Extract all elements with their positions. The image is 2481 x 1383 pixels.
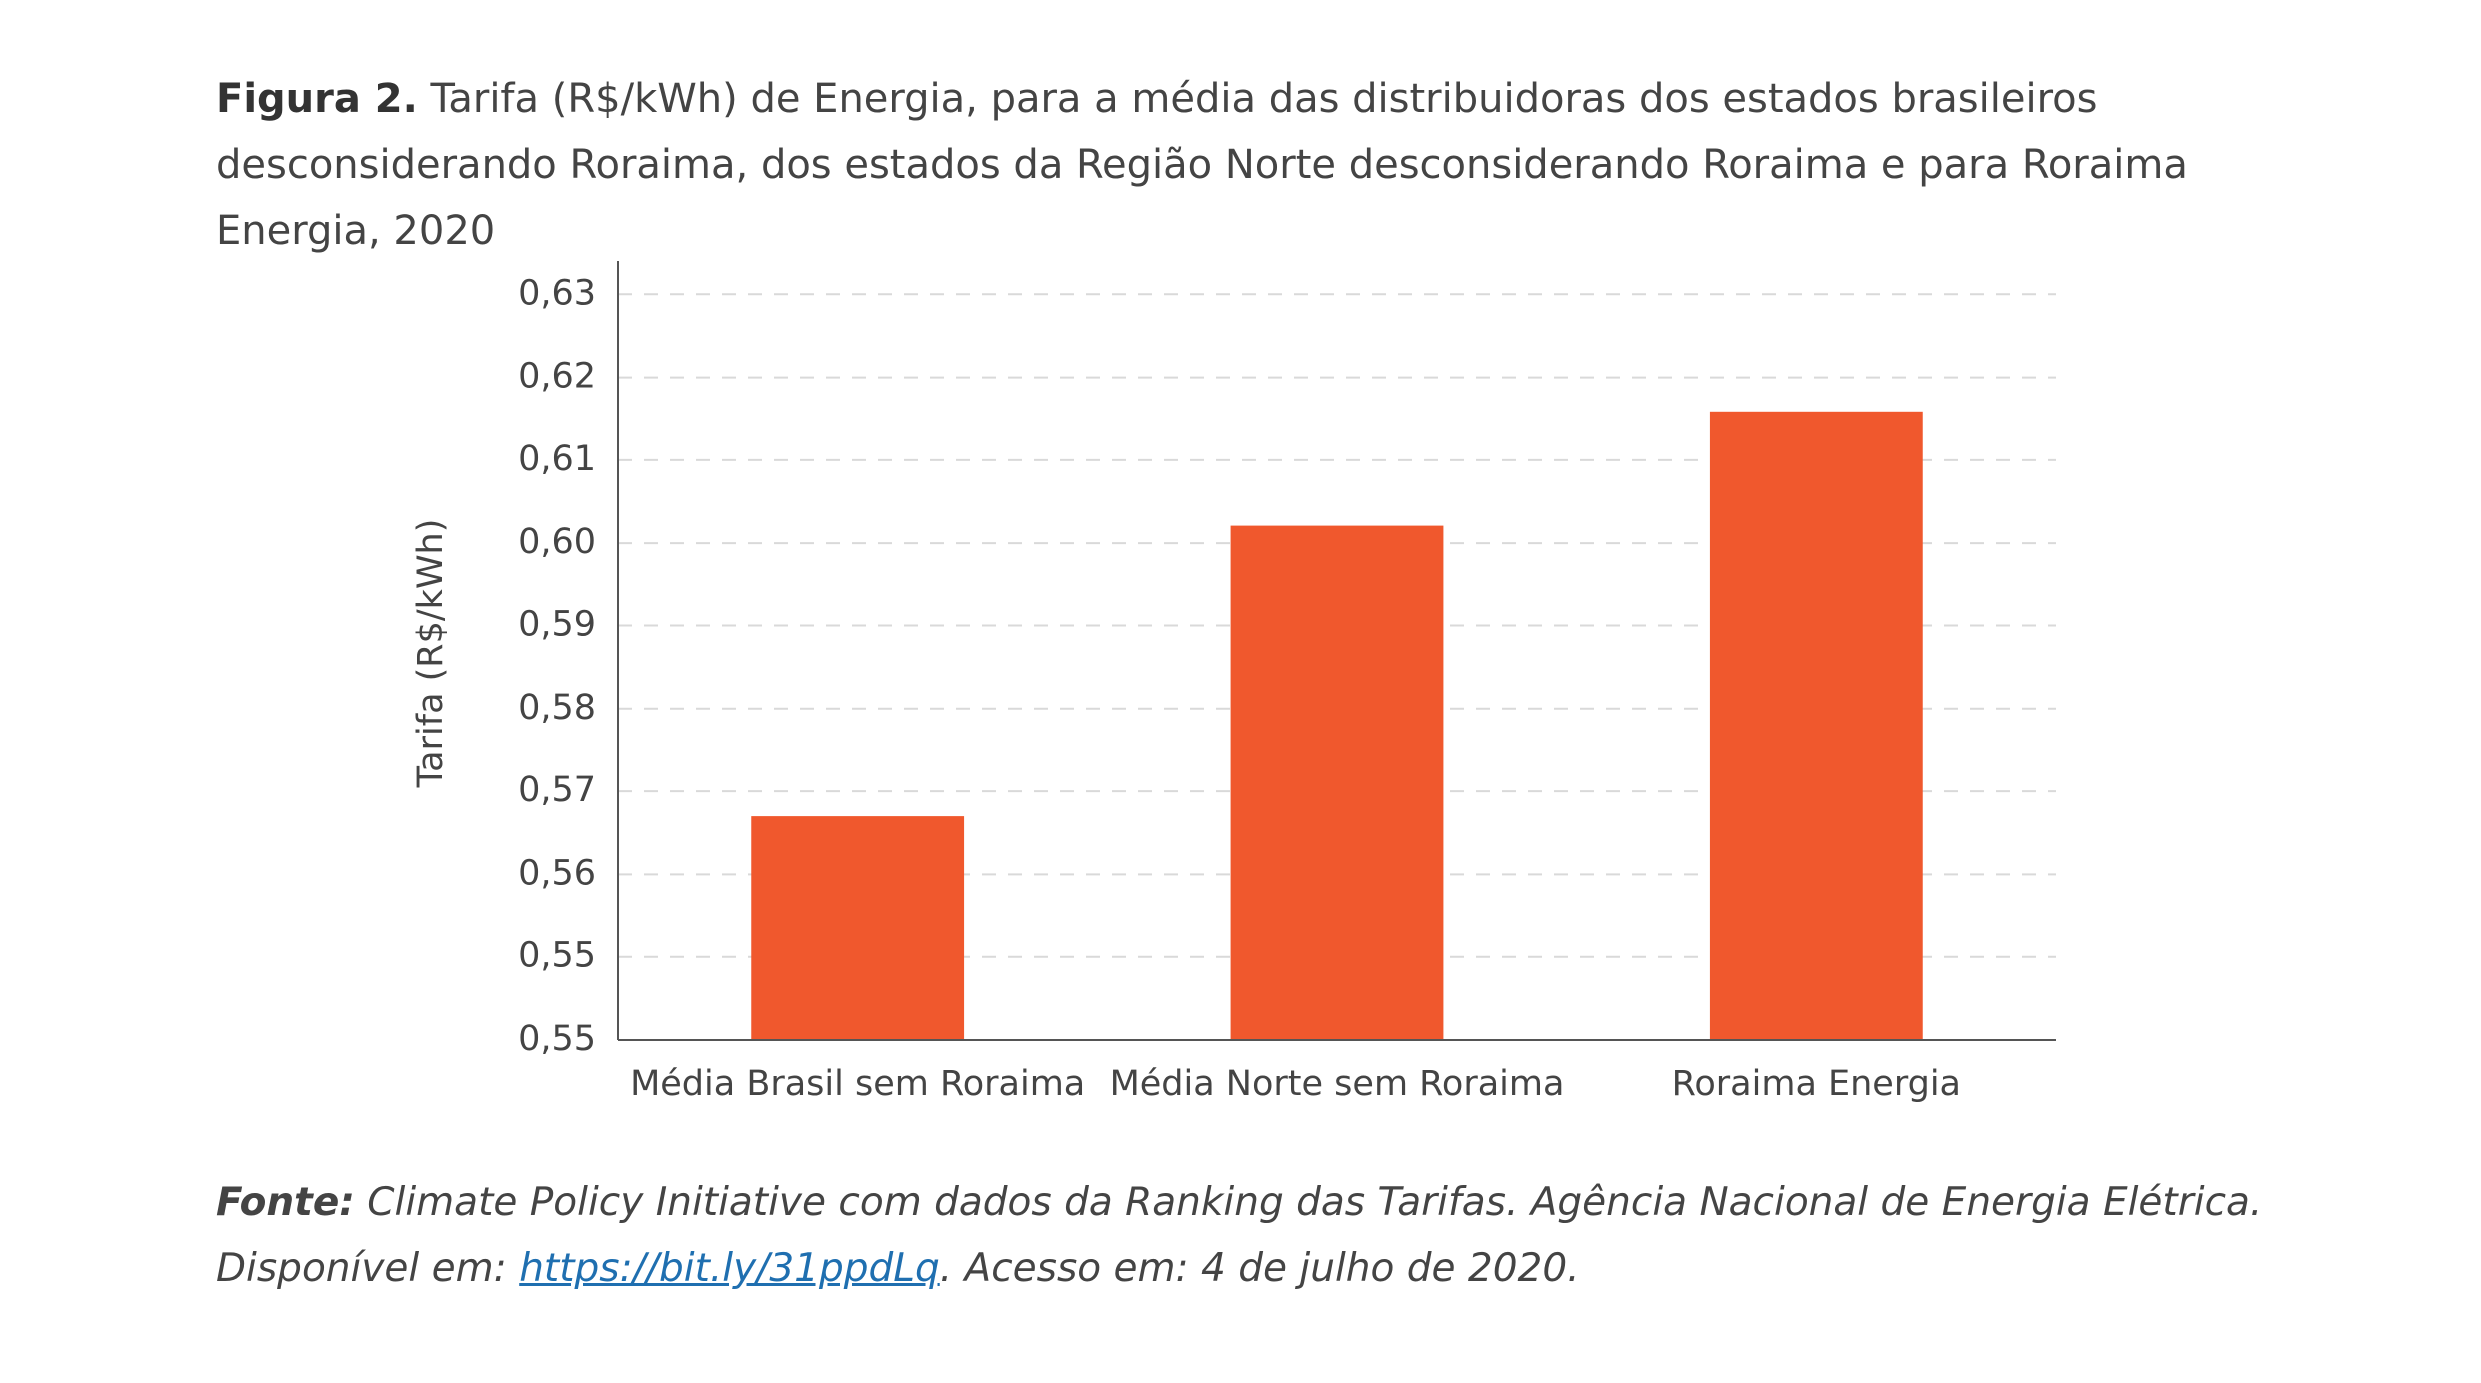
x-tick-label: Média Brasil sem Roraima: [630, 1064, 1085, 1104]
y-tick-label: 0,61: [518, 439, 596, 479]
bar: [1709, 411, 1923, 1040]
figure-title: Figura 2. Tarifa (R$/kWh) de Energia, pa…: [216, 66, 2226, 264]
source-text-after: . Acesso em: 4 de julho de 2020.: [939, 1246, 1580, 1291]
y-tick-label: 0,55: [518, 936, 596, 976]
bar: [1230, 525, 1444, 1040]
y-tick-label: 0,62: [518, 357, 596, 397]
y-tick-label: 0,59: [518, 605, 596, 645]
y-tick-label: 0,60: [518, 522, 596, 562]
x-tick-label: Roraima Energia: [1672, 1064, 1961, 1104]
bar: [751, 816, 965, 1040]
source: Fonte: Climate Policy Initiative com dad…: [216, 1170, 2296, 1302]
title-text: Tarifa (R$/kWh) de Energia, para a média…: [216, 76, 2188, 254]
figure-label: Figura 2.: [216, 76, 418, 122]
source-text: Climate Policy Initiative com dados da R…: [216, 1180, 2263, 1291]
source-link[interactable]: https://bit.ly/31ppdLq: [519, 1246, 940, 1291]
y-axis-label: Tarifa (R$/kWh): [411, 519, 451, 789]
source-label: Fonte:: [216, 1180, 355, 1225]
y-tick-label: 0,56: [518, 853, 596, 893]
y-tick-label: 0,57: [518, 770, 596, 810]
y-tick-label: 0,58: [518, 688, 596, 728]
y-tick-label: 0,63: [518, 273, 596, 313]
chart: Tarifa (R$/kWh) 0,55 0,55 0,56 0,57 0,58 0,59…: [411, 261, 2056, 1104]
x-tick-label: Média Norte sem Roraima: [1110, 1064, 1565, 1104]
y-tick-label: 0,55: [518, 1019, 596, 1059]
